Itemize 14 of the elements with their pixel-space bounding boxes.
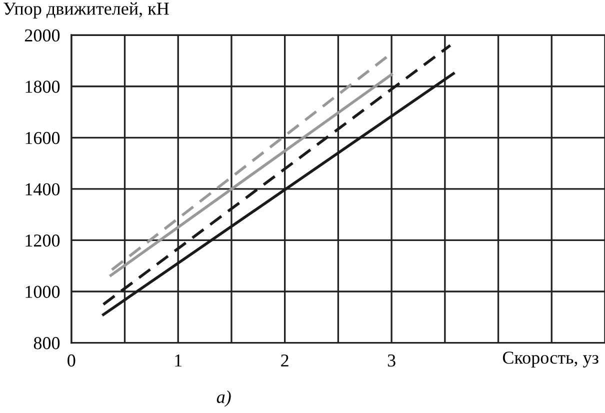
y-tick-label: 1200 bbox=[26, 234, 60, 247]
y-tick-label: 1800 bbox=[26, 80, 60, 93]
x-tick-label: 1 bbox=[175, 354, 182, 366]
x-tick-label: 3 bbox=[388, 354, 396, 367]
y-tick-label: 1600 bbox=[26, 132, 60, 144]
x-tick-label: 0 bbox=[68, 354, 76, 367]
y-tick-label: 2000 bbox=[24, 29, 60, 42]
x-tick-label: 2 bbox=[281, 354, 288, 366]
y-axis-title: Упор движителей, кН bbox=[4, 2, 169, 18]
y-tick-label: 1000 bbox=[26, 286, 60, 298]
text: а) bbox=[216, 390, 231, 407]
y-tick-label: 1400 bbox=[26, 183, 60, 196]
x-axis-title: Скорость, уз bbox=[502, 352, 598, 368]
y-tick-label: 800 bbox=[34, 337, 60, 350]
